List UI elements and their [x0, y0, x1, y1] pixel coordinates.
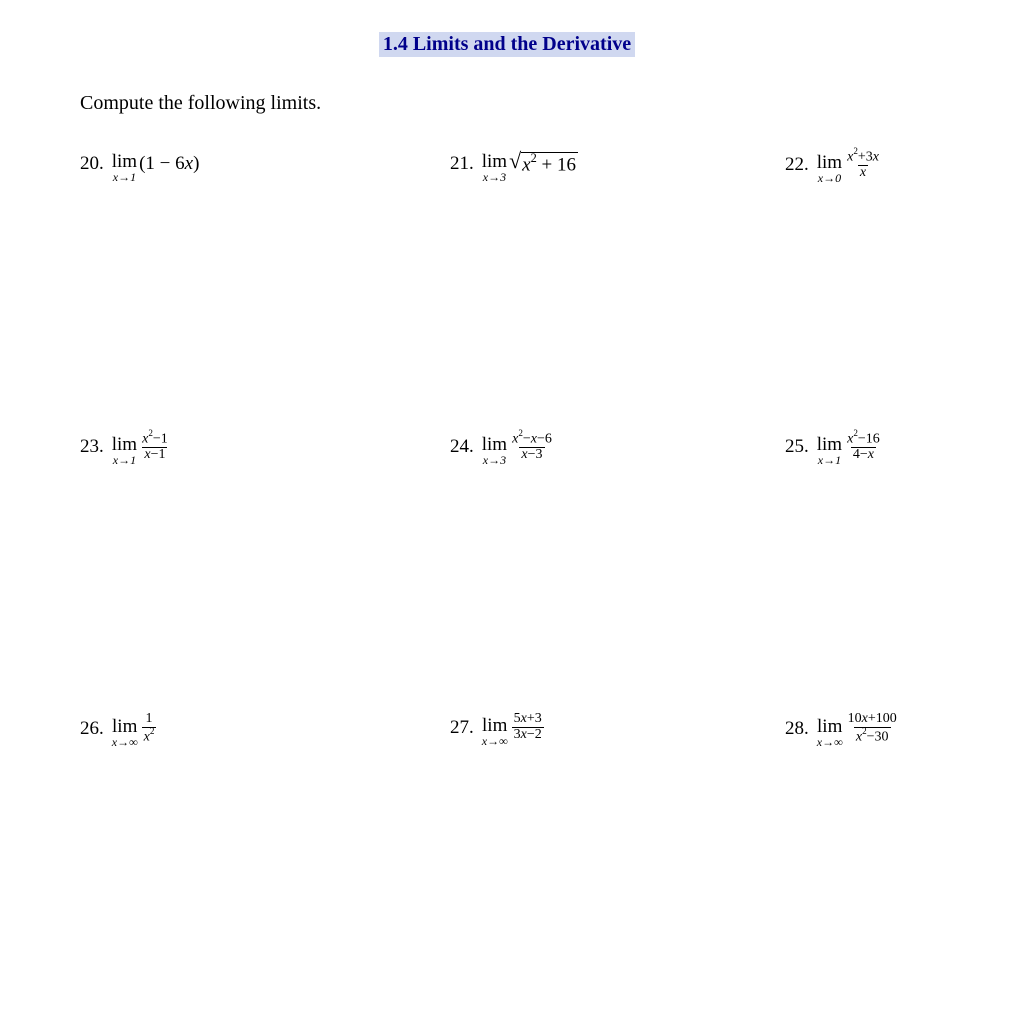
limit-operator: lim x→∞	[482, 716, 508, 747]
fraction: 1 x2	[142, 712, 157, 745]
lim-approach: x→∞	[482, 735, 508, 747]
lim-word: lim	[112, 152, 137, 171]
limit-expression: x2−16 4−x	[844, 430, 881, 463]
limit-operator: lim x→3	[482, 435, 507, 466]
fraction: x2−1 x−1	[141, 430, 169, 463]
sqrt-expression: √ x2 + 16	[509, 152, 578, 175]
lim-word: lim	[482, 716, 507, 735]
limit-operator: lim x→0	[817, 153, 842, 184]
fraction: x2−x−6 x−3	[511, 430, 553, 463]
limit-expression: 1 x2	[140, 712, 157, 745]
problem-22: 22. lim x→0 x2+3x x	[785, 148, 880, 181]
numerator: 10x+100	[847, 712, 898, 727]
problem-25: 25. lim x→1 x2−16 4−x	[785, 430, 881, 463]
limit-operator: lim x→3	[482, 152, 507, 183]
limit-expression: √ x2 + 16	[509, 152, 578, 175]
radicand: x2 + 16	[521, 152, 578, 175]
denominator: x2	[142, 727, 157, 745]
denominator: x−3	[519, 447, 544, 463]
numerator: 1	[145, 712, 154, 727]
fraction: x2+3x x	[846, 148, 880, 181]
denominator: 3x−2	[512, 727, 544, 743]
numerator: x2−x−6	[511, 430, 553, 447]
problem-24: 24. lim x→3 x2−x−6 x−3	[450, 430, 553, 463]
problem-number: 25.	[785, 436, 809, 458]
lim-approach: x→1	[113, 171, 136, 183]
lim-approach: x→3	[483, 171, 506, 183]
limit-operator: lim x→1	[112, 435, 137, 466]
instruction-text: Compute the following limits.	[80, 92, 321, 115]
lim-approach: x→0	[818, 172, 841, 184]
lim-approach: x→1	[818, 454, 841, 466]
numerator: x2+3x	[846, 148, 880, 165]
radical-icon: √	[509, 151, 521, 171]
lim-approach: x→3	[483, 454, 506, 466]
lim-word: lim	[112, 717, 137, 736]
fraction: 10x+100 x2−30	[847, 712, 898, 745]
title-container: 1.4 Limits and the Derivative	[0, 0, 1014, 57]
limit-expression: 10x+100 x2−30	[845, 712, 898, 745]
problem-number: 27.	[450, 717, 474, 739]
lim-approach: x→∞	[817, 736, 843, 748]
plain-expression: (1 − 6x)	[139, 153, 199, 175]
fraction: 5x+3 3x−2	[512, 712, 544, 742]
limit-operator: lim x→1	[817, 435, 842, 466]
problem-21: 21. lim x→3 √ x2 + 16	[450, 148, 578, 179]
lim-approach: x→∞	[112, 736, 138, 748]
problem-number: 28.	[785, 718, 809, 740]
problem-number: 24.	[450, 436, 474, 458]
numerator: x2−1	[141, 430, 169, 447]
numerator: 5x+3	[513, 712, 543, 727]
problem-number: 22.	[785, 154, 809, 176]
problem-20: 20. lim x→1 (1 − 6x)	[80, 148, 199, 179]
section-title: 1.4 Limits and the Derivative	[379, 32, 635, 57]
limit-expression: x2+3x x	[844, 148, 880, 181]
denominator: x	[858, 165, 868, 181]
limit-operator: lim x→1	[112, 152, 137, 183]
problem-number: 21.	[450, 153, 474, 175]
limit-operator: lim x→∞	[817, 717, 843, 748]
problem-27: 27. lim x→∞ 5x+3 3x−2	[450, 712, 544, 743]
denominator: x2−30	[854, 727, 891, 745]
numerator: x2−16	[846, 430, 881, 447]
lim-word: lim	[817, 435, 842, 454]
lim-approach: x→1	[113, 454, 136, 466]
lim-word: lim	[482, 152, 507, 171]
problem-26: 26. lim x→∞ 1 x2	[80, 712, 156, 745]
limit-expression: (1 − 6x)	[139, 153, 199, 175]
lim-word: lim	[817, 717, 842, 736]
lim-word: lim	[112, 435, 137, 454]
problem-number: 23.	[80, 436, 104, 458]
problem-23: 23. lim x→1 x2−1 x−1	[80, 430, 169, 463]
problem-28: 28. lim x→∞ 10x+100 x2−30	[785, 712, 898, 745]
lim-word: lim	[817, 153, 842, 172]
denominator: 4−x	[851, 447, 876, 463]
limit-expression: 5x+3 3x−2	[510, 712, 544, 742]
lim-word: lim	[482, 435, 507, 454]
fraction: x2−16 4−x	[846, 430, 881, 463]
problem-number: 26.	[80, 718, 104, 740]
limit-operator: lim x→∞	[112, 717, 138, 748]
problem-number: 20.	[80, 153, 104, 175]
limit-expression: x2−1 x−1	[139, 430, 169, 463]
denominator: x−1	[142, 447, 167, 463]
limit-expression: x2−x−6 x−3	[509, 430, 553, 463]
